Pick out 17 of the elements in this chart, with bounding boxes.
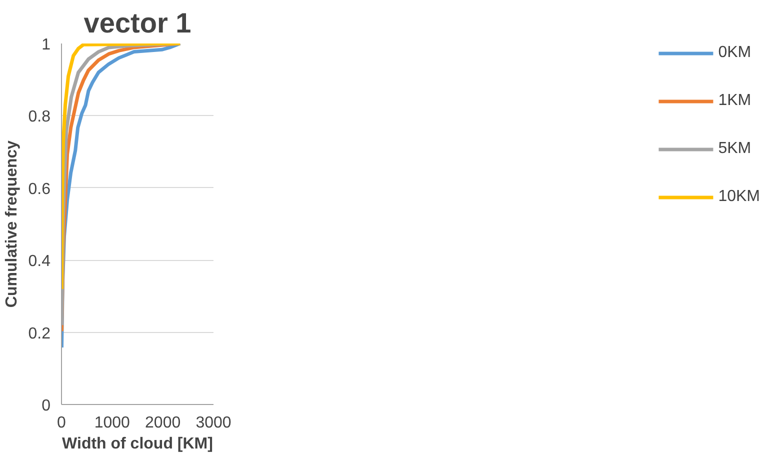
legend-label: 0KM xyxy=(718,44,752,62)
y-tick-label: 0.4 xyxy=(28,253,51,270)
y-tick-label: 0.2 xyxy=(28,325,51,342)
y-tick-label: 0.8 xyxy=(28,108,51,126)
chart-title: vector 1 xyxy=(84,8,192,38)
y-axis-title: Cumulative frequency xyxy=(3,140,20,308)
x-tick-label: 1000 xyxy=(94,414,130,432)
legend-label: 5KM xyxy=(718,140,752,158)
legend-label: 10KM xyxy=(718,188,760,206)
x-tick-label: 0 xyxy=(57,414,66,432)
y-tick-label: 0.6 xyxy=(28,180,51,198)
y-tick-label: 0 xyxy=(42,398,51,414)
y-tick-label: 1 xyxy=(42,36,51,54)
legend-label: 1KM xyxy=(718,92,752,110)
x-tick-label: 3000 xyxy=(196,414,232,432)
x-axis-title: Width of cloud [KM] xyxy=(62,436,213,452)
x-tick-label: 2000 xyxy=(145,414,181,432)
